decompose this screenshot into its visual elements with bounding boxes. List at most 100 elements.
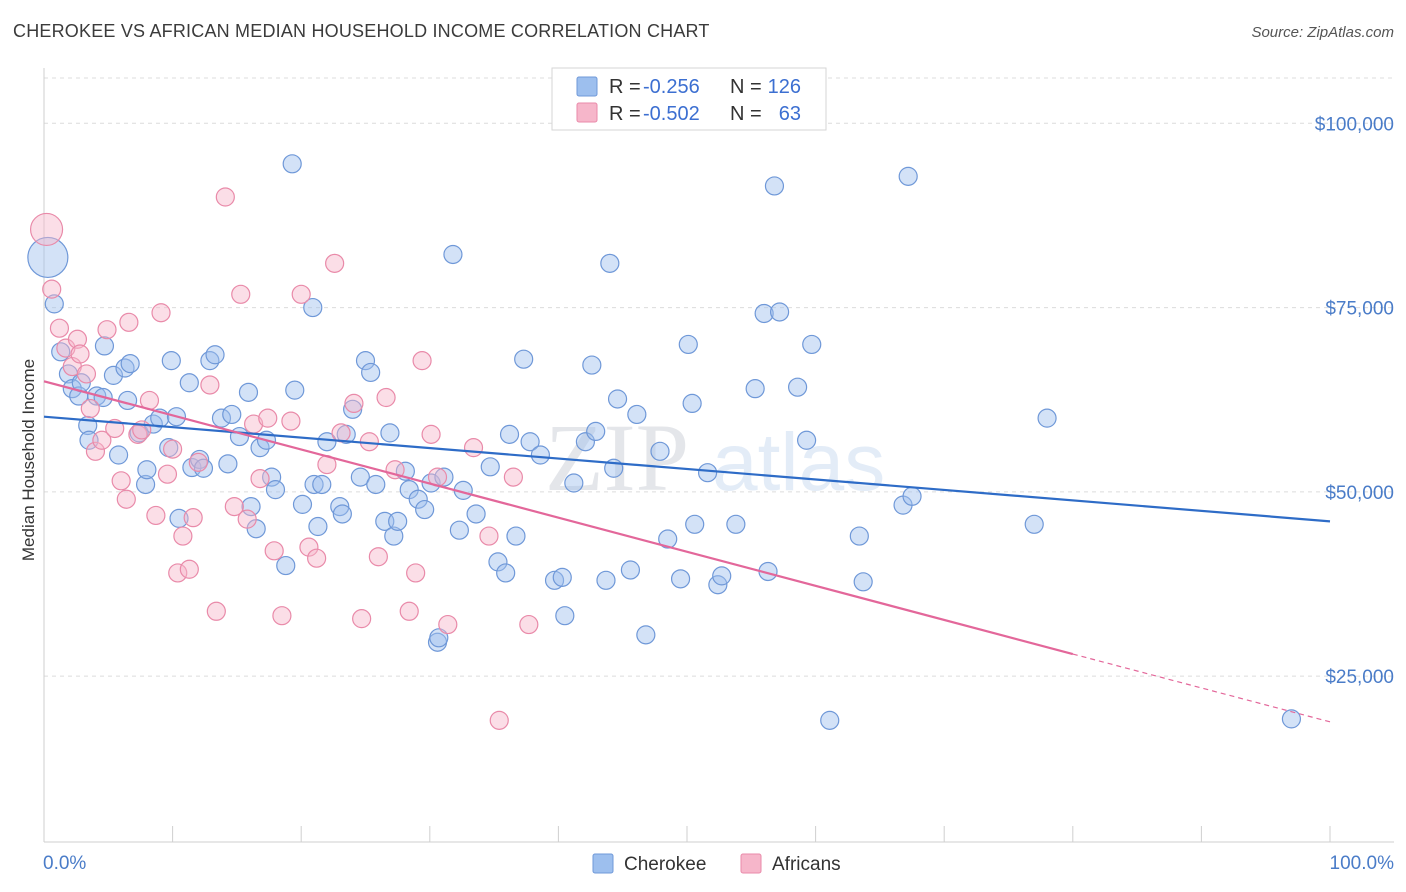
legend-r-value-africans: -0.502 <box>643 103 700 125</box>
point-cherokee-84 <box>544 570 565 590</box>
point-cherokee-2 <box>51 342 71 362</box>
point-cherokee-121 <box>902 486 922 506</box>
point-africans-0 <box>29 212 64 247</box>
legend-box <box>551 67 827 131</box>
point-africans-59 <box>479 526 499 546</box>
bottom-legend-swatch-cherokee <box>592 853 614 874</box>
point-cherokee-112 <box>769 302 790 322</box>
axes <box>43 68 1394 843</box>
point-cherokee-122 <box>1024 514 1044 534</box>
point-cherokee-85 <box>552 567 572 587</box>
point-cherokee-52 <box>330 497 350 517</box>
point-africans-61 <box>503 467 523 487</box>
point-cherokee-88 <box>575 432 596 452</box>
point-africans-13 <box>111 471 131 491</box>
point-cherokee-12 <box>103 365 124 385</box>
point-cherokee-75 <box>466 504 486 524</box>
point-cherokee-92 <box>600 253 620 273</box>
trend-line-africans <box>43 380 1074 656</box>
point-africans-44 <box>325 253 345 273</box>
y-tick-label-1: $50,000 <box>1325 483 1394 504</box>
point-africans-32 <box>231 284 251 304</box>
point-cherokee-63 <box>388 511 408 531</box>
legend-swatch-africans <box>576 102 598 123</box>
point-cherokee-67 <box>415 499 435 520</box>
point-cherokee-113 <box>787 377 808 397</box>
point-cherokee-73 <box>449 520 469 540</box>
point-africans-39 <box>281 411 301 431</box>
point-africans-14 <box>116 489 136 509</box>
point-cherokee-83 <box>530 445 550 465</box>
point-africans-21 <box>157 464 178 484</box>
point-cherokee-114 <box>796 430 817 450</box>
series-africans-points <box>29 187 539 730</box>
point-cherokee-55 <box>343 399 363 419</box>
chart-title: CHEROKEE VS AFRICAN MEDIAN HOUSEHOLD INC… <box>13 21 710 41</box>
point-cherokee-109 <box>754 303 774 324</box>
point-cherokee-86 <box>555 606 575 626</box>
point-cherokee-36 <box>238 382 259 402</box>
point-cherokee-32 <box>211 408 232 428</box>
y-tick-label-3: $100,000 <box>1315 114 1394 135</box>
point-cherokee-57 <box>355 351 376 371</box>
point-africans-25 <box>179 559 199 579</box>
watermark: ZIP atlas <box>545 404 885 511</box>
point-cherokee-82 <box>520 432 540 452</box>
point-africans-49 <box>368 547 388 567</box>
point-africans-57 <box>438 614 458 635</box>
point-africans-50 <box>376 387 396 408</box>
bottom-legend-label-africans: Africans <box>772 854 841 875</box>
point-cherokee-89 <box>582 355 602 375</box>
point-cherokee-102 <box>682 393 702 413</box>
point-africans-33 <box>237 509 257 529</box>
point-africans-10 <box>92 430 112 450</box>
point-cherokee-30 <box>200 351 220 371</box>
point-cherokee-95 <box>620 560 641 580</box>
point-cherokee-29 <box>193 458 214 478</box>
point-cherokee-15 <box>117 390 138 411</box>
point-cherokee-96 <box>627 404 647 425</box>
point-cherokee-19 <box>137 460 157 480</box>
point-cherokee-118 <box>853 572 873 592</box>
point-cherokee-97 <box>636 625 656 645</box>
point-cherokee-42 <box>265 480 286 500</box>
point-cherokee-72 <box>443 244 463 265</box>
point-cherokee-76 <box>480 457 500 477</box>
point-africans-42 <box>307 548 327 568</box>
point-africans-52 <box>399 601 419 621</box>
point-africans-24 <box>173 526 193 546</box>
point-cherokee-1 <box>44 294 64 314</box>
point-africans-31 <box>224 497 244 517</box>
point-africans-40 <box>291 284 311 304</box>
trend-line-cherokee <box>43 415 1331 523</box>
point-cherokee-48 <box>304 474 324 495</box>
point-africans-46 <box>344 393 364 413</box>
point-africans-15 <box>119 312 139 332</box>
legend-n-label-africans: N = <box>730 103 762 125</box>
bottom-legend: Cherokee Africans <box>592 853 841 875</box>
legend-r-label-cherokee: R = <box>609 76 641 98</box>
point-africans-41 <box>299 537 319 557</box>
point-cherokee-35 <box>229 426 250 447</box>
point-cherokee-47 <box>303 297 323 318</box>
point-cherokee-70 <box>429 628 449 648</box>
point-cherokee-43 <box>276 555 296 576</box>
point-cherokee-124 <box>1281 709 1302 729</box>
watermark-zip: ZIP <box>545 404 689 511</box>
point-cherokee-53 <box>332 504 352 524</box>
point-cherokee-78 <box>496 563 516 583</box>
point-africans-35 <box>250 468 270 489</box>
point-cherokee-94 <box>607 389 628 409</box>
bottom-legend-swatch-africans <box>740 853 762 874</box>
point-cherokee-50 <box>312 474 332 495</box>
point-cherokee-120 <box>898 166 918 186</box>
legend-n-value-cherokee: 126 <box>768 76 801 98</box>
point-africans-55 <box>421 424 441 444</box>
watermark-atlas: atlas <box>712 417 885 508</box>
point-africans-30 <box>215 187 235 207</box>
point-cherokee-37 <box>241 497 261 517</box>
y-tick-labels: $25,000 $50,000 $75,000 $100,000 <box>1315 114 1394 688</box>
point-cherokee-56 <box>350 467 370 487</box>
bottom-legend-label-cherokee: Cherokee <box>624 854 706 875</box>
